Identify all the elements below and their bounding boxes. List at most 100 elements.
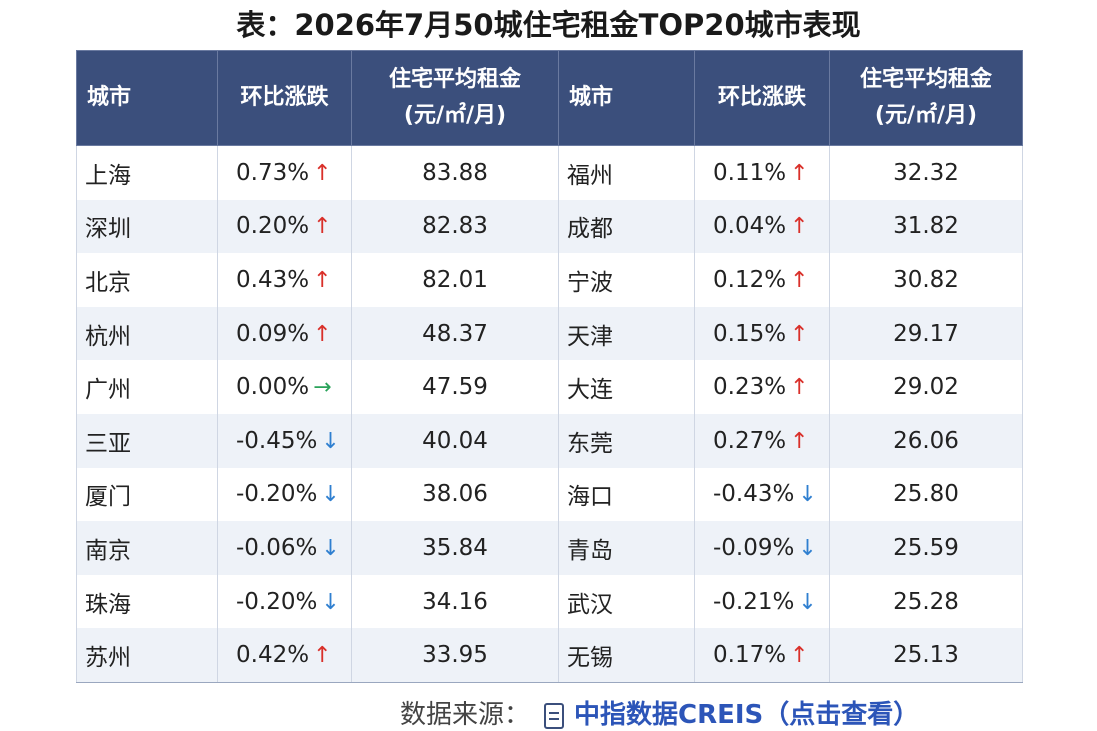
- change-value: 0.17%: [713, 642, 787, 669]
- change-value: -0.09%: [713, 534, 795, 561]
- rent-cell: 31.82: [829, 199, 1023, 254]
- change-cell: -0.43% ↓: [694, 467, 830, 522]
- trend-up-icon: ↑: [313, 643, 332, 669]
- city-cell: 杭州: [76, 306, 218, 361]
- table-row: 杭州 0.09% ↑ 48.37 天津 0.15% ↑ 29.17: [76, 306, 1023, 361]
- table-row: 上海 0.73% ↑ 83.88 福州 0.11% ↑ 32.32: [76, 145, 1023, 200]
- city-cell: 武汉: [558, 574, 695, 629]
- change-cell: 0.43% ↑: [217, 253, 352, 307]
- rent-cell: 25.80: [829, 467, 1023, 522]
- trend-up-icon: ↑: [313, 267, 332, 293]
- header-rent-line1: 住宅平均租金: [859, 67, 992, 92]
- change-cell: 0.15% ↑: [694, 306, 830, 361]
- rent-cell: 82.01: [351, 253, 559, 307]
- trend-down-icon: ↓: [321, 482, 340, 508]
- trend-down-icon: ↓: [321, 428, 340, 454]
- rent-cell: 47.59: [351, 360, 559, 414]
- trend-up-icon: ↑: [313, 160, 332, 186]
- rent-cell: 48.37: [351, 306, 559, 361]
- rent-cell: 25.13: [829, 628, 1023, 683]
- trend-up-icon: ↑: [790, 428, 809, 454]
- header-change: 环比涨跌: [694, 50, 830, 146]
- header-change: 环比涨跌: [217, 50, 352, 146]
- trend-down-icon: ↓: [321, 535, 340, 561]
- change-value: 0.11%: [713, 159, 787, 186]
- change-cell: 0.12% ↑: [694, 253, 830, 307]
- change-cell: -0.21% ↓: [694, 574, 830, 629]
- rent-cell: 34.16: [351, 574, 559, 629]
- rent-cell: 82.83: [351, 199, 559, 254]
- city-cell: 厦门: [76, 467, 218, 522]
- change-cell: 0.42% ↑: [217, 628, 352, 683]
- city-cell: 天津: [558, 306, 695, 361]
- change-cell: 0.73% ↑: [217, 145, 352, 200]
- trend-up-icon: ↑: [790, 375, 809, 401]
- change-value: 0.43%: [236, 266, 310, 293]
- city-cell: 宁波: [558, 253, 695, 307]
- change-value: 0.00%: [236, 374, 310, 401]
- change-value: 0.15%: [713, 320, 787, 347]
- table-row: 南京 -0.06% ↓ 35.84 青岛 -0.09% ↓ 25.59: [76, 521, 1023, 575]
- table-row: 苏州 0.42% ↑ 33.95 无锡 0.17% ↑ 25.13: [76, 628, 1023, 683]
- city-cell: 珠海: [76, 574, 218, 629]
- change-cell: -0.06% ↓: [217, 521, 352, 575]
- rent-cell: 38.06: [351, 467, 559, 522]
- change-cell: 0.20% ↑: [217, 199, 352, 254]
- table-row: 厦门 -0.20% ↓ 38.06 海口 -0.43% ↓ 25.80: [76, 467, 1023, 522]
- city-cell: 无锡: [558, 628, 695, 683]
- document-icon: [544, 702, 565, 729]
- change-value: 0.27%: [713, 427, 787, 454]
- table-row: 北京 0.43% ↑ 82.01 宁波 0.12% ↑ 30.82: [76, 253, 1023, 307]
- change-cell: -0.45% ↓: [217, 413, 352, 468]
- header-city: 城市: [558, 50, 695, 146]
- trend-down-icon: ↓: [798, 589, 817, 615]
- change-cell: 0.04% ↑: [694, 199, 830, 254]
- trend-up-icon: ↑: [790, 267, 809, 293]
- trend-down-icon: ↓: [321, 589, 340, 615]
- trend-up-icon: ↑: [790, 160, 809, 186]
- change-value: 0.42%: [236, 642, 310, 669]
- city-cell: 大连: [558, 360, 695, 414]
- trend-up-icon: ↑: [790, 643, 809, 669]
- change-cell: -0.20% ↓: [217, 574, 352, 629]
- change-cell: -0.09% ↓: [694, 521, 830, 575]
- table-row: 广州 0.00% → 47.59 大连 0.23% ↑ 29.02: [76, 360, 1023, 414]
- change-value: -0.43%: [713, 481, 795, 508]
- change-value: -0.20%: [236, 588, 318, 615]
- rent-table: 城市 环比涨跌 住宅平均租金 (元/㎡/月) 城市 环比涨跌 住宅平均租金 (元…: [76, 50, 1023, 683]
- source-link[interactable]: 中指数据CREIS（点击查看）: [574, 700, 920, 730]
- change-value: 0.09%: [236, 320, 310, 347]
- trend-up-icon: ↑: [790, 214, 809, 240]
- rent-cell: 29.17: [829, 306, 1023, 361]
- change-value: 0.73%: [236, 159, 310, 186]
- change-value: -0.21%: [713, 588, 795, 615]
- rent-cell: 33.95: [351, 628, 559, 683]
- rent-cell: 30.82: [829, 253, 1023, 307]
- change-cell: 0.09% ↑: [217, 306, 352, 361]
- source-line: 数据来源： 中指数据CREIS（点击查看）: [400, 694, 919, 731]
- header-rent-line2: (元/㎡/月): [874, 103, 978, 128]
- city-cell: 深圳: [76, 199, 218, 254]
- trend-flat-icon: →: [313, 375, 332, 401]
- change-value: 0.20%: [236, 213, 310, 240]
- trend-up-icon: ↑: [790, 321, 809, 347]
- change-value: 0.12%: [713, 266, 787, 293]
- table-header-row: 城市 环比涨跌 住宅平均租金 (元/㎡/月) 城市 环比涨跌 住宅平均租金 (元…: [76, 50, 1023, 146]
- city-cell: 广州: [76, 360, 218, 414]
- trend-up-icon: ↑: [313, 321, 332, 347]
- source-label: 数据来源：: [400, 700, 531, 730]
- city-cell: 三亚: [76, 413, 218, 468]
- change-value: 0.04%: [713, 213, 787, 240]
- change-value: -0.06%: [236, 534, 318, 561]
- table-row: 深圳 0.20% ↑ 82.83 成都 0.04% ↑ 31.82: [76, 199, 1023, 254]
- page-title: 表：2026年7月50城住宅租金TOP20城市表现: [236, 8, 861, 42]
- rent-cell: 32.32: [829, 145, 1023, 200]
- rent-cell: 26.06: [829, 413, 1023, 468]
- city-cell: 青岛: [558, 521, 695, 575]
- city-cell: 成都: [558, 199, 695, 254]
- header-rent-line1: 住宅平均租金: [388, 67, 521, 92]
- city-cell: 海口: [558, 467, 695, 522]
- change-value: -0.20%: [236, 481, 318, 508]
- header-rent: 住宅平均租金 (元/㎡/月): [829, 50, 1023, 146]
- trend-down-icon: ↓: [798, 535, 817, 561]
